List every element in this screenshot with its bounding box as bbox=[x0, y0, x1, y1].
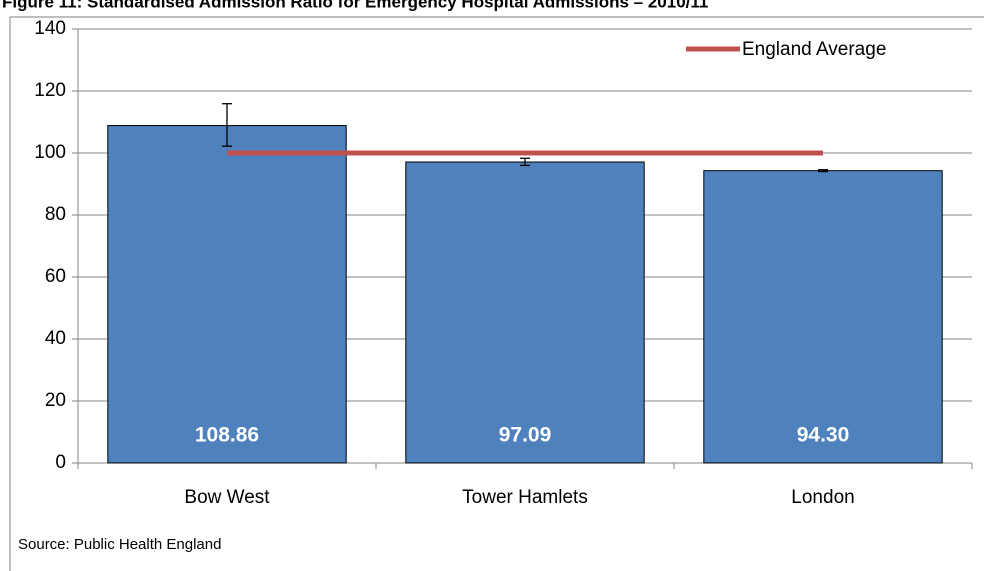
chart-title: Figure 11: Standardised Admission Ratio … bbox=[2, 0, 708, 11]
y-tick-label: 20 bbox=[45, 390, 66, 411]
bar bbox=[405, 161, 645, 464]
y-tick-label: 60 bbox=[45, 266, 66, 287]
y-tick-label: 100 bbox=[34, 142, 66, 163]
y-tick-label: 120 bbox=[34, 80, 66, 101]
legend-label: England Average bbox=[742, 39, 886, 60]
source: Source: Public Health England bbox=[18, 536, 221, 553]
value-label: 97.09 bbox=[499, 424, 552, 447]
x-tick-label: Tower Hamlets bbox=[462, 487, 588, 508]
y-tick-label: 80 bbox=[45, 204, 66, 225]
bar bbox=[107, 125, 347, 464]
y-tick-label: 140 bbox=[34, 18, 66, 39]
y-tick-label: 40 bbox=[45, 328, 66, 349]
y-tick-label: 0 bbox=[55, 452, 66, 473]
x-tick-label: London bbox=[791, 487, 854, 508]
value-label: 94.30 bbox=[797, 424, 850, 447]
bar bbox=[703, 170, 943, 464]
value-label: 108.86 bbox=[195, 424, 259, 447]
x-tick-label: Bow West bbox=[184, 487, 270, 508]
